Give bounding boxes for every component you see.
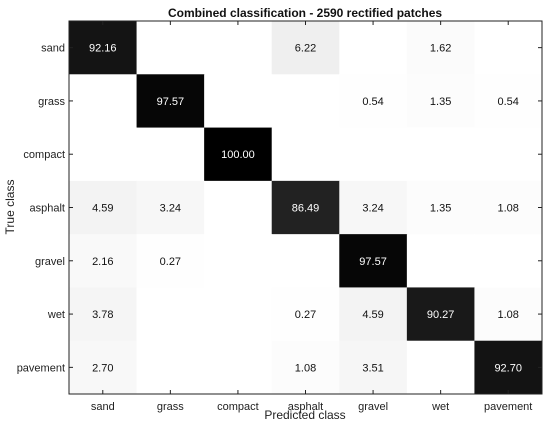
cell-value-label: 3.78 xyxy=(92,309,113,321)
cell-value-label: 90.27 xyxy=(427,309,455,321)
heatmap-cell xyxy=(474,180,543,235)
cell-value-label: 100.00 xyxy=(221,149,255,161)
heatmap-cell xyxy=(271,21,340,75)
cell-value-label: 0.27 xyxy=(160,256,181,268)
cell-value-label: 3.51 xyxy=(362,362,383,374)
heatmap-cell xyxy=(204,127,273,182)
cell-value-label: 0.54 xyxy=(362,96,383,108)
heatmap-cell xyxy=(406,234,475,288)
y-tick-label: sand xyxy=(41,43,65,55)
heatmap-cells: 92.16 6.22 1.62 97.57 0.54 1.35 0.54 100.00 4.59… xyxy=(69,21,543,395)
y-axis-ticks: sand grass compact asphalt gravel wet pavement xyxy=(17,43,542,374)
cell-value-label: 86.49 xyxy=(292,203,320,215)
x-tick-label: gravel xyxy=(358,401,388,413)
heatmap-cell xyxy=(474,74,543,129)
cell-value-label: 4.59 xyxy=(92,203,113,215)
cell-value-label: 1.08 xyxy=(498,203,519,215)
cell-value-label: 1.08 xyxy=(498,309,519,321)
heatmap-cell xyxy=(271,340,340,395)
heatmap-cell xyxy=(136,127,205,182)
x-tick-label: pavement xyxy=(484,401,532,413)
heatmap-cell xyxy=(406,21,475,75)
x-axis-label: Predicted class xyxy=(264,408,345,422)
cell-value-label: 2.16 xyxy=(92,256,113,268)
heatmap-cell xyxy=(204,21,273,75)
cell-value-label: 1.62 xyxy=(430,43,451,55)
x-tick-label: asphalt xyxy=(288,401,323,413)
heatmap-cell xyxy=(204,234,273,288)
heatmap-cell xyxy=(406,180,475,235)
heatmap-cell xyxy=(69,74,138,129)
heatmap-cell xyxy=(339,180,408,235)
heatmap-cell xyxy=(406,287,475,342)
heatmap-cell xyxy=(69,21,138,75)
x-tick-label: grass xyxy=(157,401,184,413)
heatmap-cell xyxy=(271,127,340,182)
heatmap-cell xyxy=(339,234,408,288)
heatmap-cell xyxy=(204,287,273,342)
heatmap-cell xyxy=(474,234,543,288)
cell-value-label: 4.59 xyxy=(362,309,383,321)
heatmap-cell xyxy=(69,180,138,235)
cell-value-label: 1.35 xyxy=(430,96,451,108)
heatmap-cell xyxy=(136,21,205,75)
heatmap-cell xyxy=(339,287,408,342)
y-tick-label: asphalt xyxy=(30,203,65,215)
heatmap-cell xyxy=(69,127,138,182)
y-tick-label: pavement xyxy=(17,362,65,374)
cell-value-label: 1.08 xyxy=(295,362,316,374)
heatmap-cell xyxy=(204,74,273,129)
heatmap-cell xyxy=(204,180,273,235)
heatmap-cell xyxy=(339,340,408,395)
x-tick-label: sand xyxy=(91,401,115,413)
heatmap-cell xyxy=(406,74,475,129)
y-axis-label: True class xyxy=(3,180,17,235)
y-tick-label: gravel xyxy=(35,256,65,268)
heatmap-cell xyxy=(69,287,138,342)
x-tick-label: compact xyxy=(217,401,259,413)
heatmap-cell xyxy=(271,74,340,129)
heatmap-cell xyxy=(474,21,543,75)
y-tick-label: compact xyxy=(23,149,65,161)
cell-value-label: 0.27 xyxy=(295,309,316,321)
y-tick-label: grass xyxy=(38,96,65,108)
heatmap-cell xyxy=(474,287,543,342)
heatmap-cell xyxy=(136,287,205,342)
heatmap-cell xyxy=(474,127,543,182)
cell-value-label: 1.35 xyxy=(430,203,451,215)
heatmap-cell xyxy=(406,340,475,395)
heatmap-cell xyxy=(339,74,408,129)
heatmap-cell xyxy=(271,234,340,288)
heatmap-cell xyxy=(271,287,340,342)
cell-value-label: 0.54 xyxy=(498,96,519,108)
chart-title: Combined classification - 2590 rectified… xyxy=(168,6,442,20)
cell-value-label: 92.70 xyxy=(494,362,522,374)
heatmap-cell xyxy=(136,74,205,129)
cell-value-label: 6.22 xyxy=(295,43,316,55)
heatmap-cell xyxy=(136,340,205,395)
heatmap-cell xyxy=(406,127,475,182)
heatmap-cell xyxy=(339,21,408,75)
heatmap-cell xyxy=(69,234,138,288)
heatmap-cell xyxy=(136,234,205,288)
heatmap-cell xyxy=(204,340,273,395)
y-tick-label: wet xyxy=(47,309,65,321)
heatmap-cell xyxy=(339,127,408,182)
cell-value-label: 92.16 xyxy=(89,43,117,55)
x-tick-label: wet xyxy=(431,401,449,413)
cell-value-label: 3.24 xyxy=(160,203,181,215)
heatmap-cell xyxy=(69,340,138,395)
x-axis-ticks: sand grass compact asphalt gravel wet pavement xyxy=(91,21,532,413)
heatmap-cell xyxy=(136,180,205,235)
cell-value-label: 97.57 xyxy=(157,96,185,108)
heatmap-cell xyxy=(474,340,543,395)
cell-value-label: 2.70 xyxy=(92,362,113,374)
cell-value-label: 97.57 xyxy=(359,256,387,268)
heatmap-cell xyxy=(271,180,340,235)
cell-value-label: 3.24 xyxy=(362,203,383,215)
